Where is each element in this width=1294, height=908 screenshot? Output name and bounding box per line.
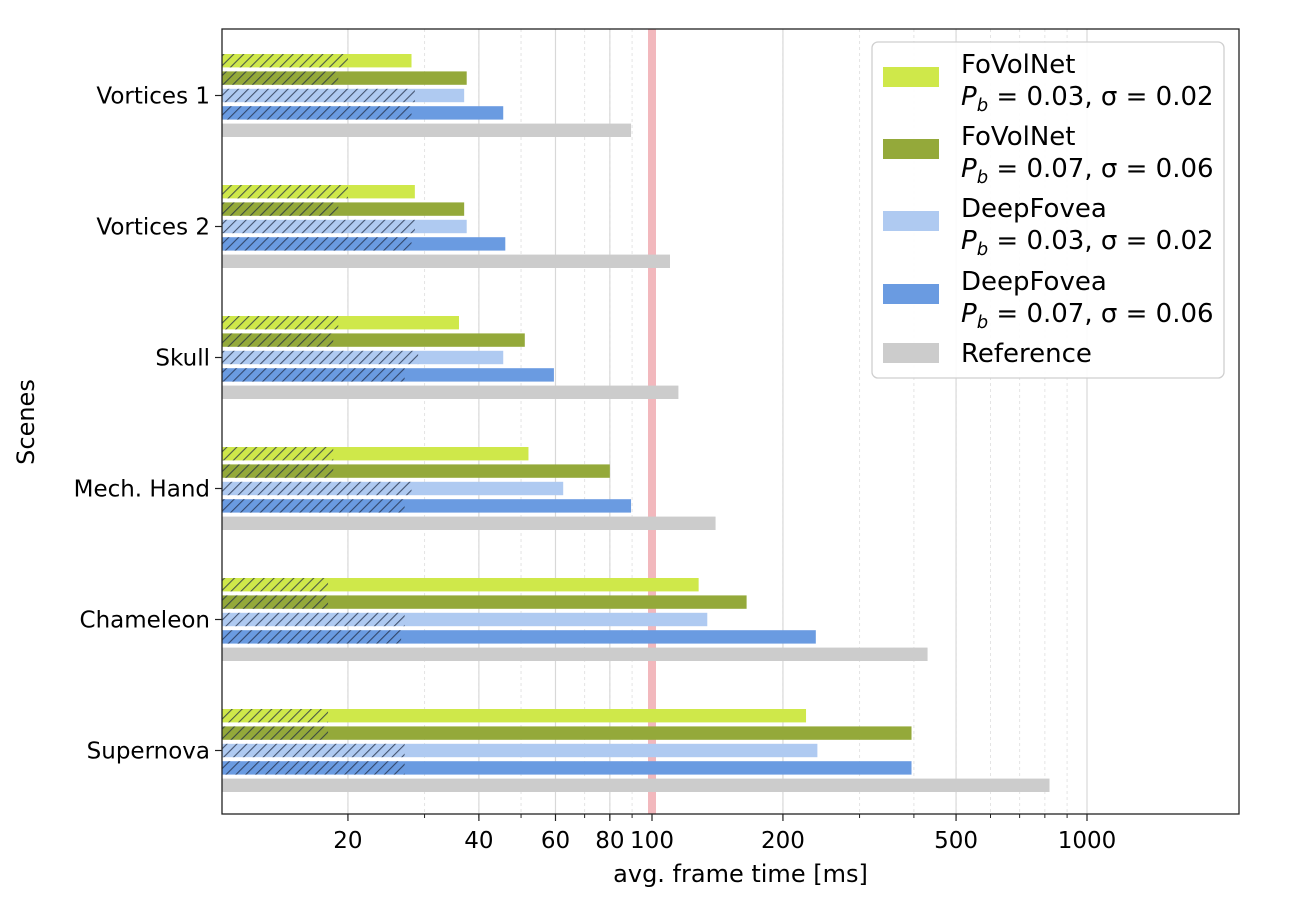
y-axis-label: Scenes xyxy=(12,379,40,465)
bar-vortices-1-series-4 xyxy=(222,123,632,137)
x-tick-label: 20 xyxy=(333,828,362,854)
legend-swatch xyxy=(883,67,939,87)
hatched-segment xyxy=(222,743,405,758)
y-category-label: Mech. Hand xyxy=(74,477,210,503)
y-category-label: Skull xyxy=(155,346,210,372)
axes: 20 40 60 80 100 200 500 1000 Vortices 1 Vortices … xyxy=(12,28,1240,888)
hatched-segment xyxy=(222,447,334,461)
hatched-segment xyxy=(222,612,405,627)
hatched-segment xyxy=(222,219,415,234)
hatched-segment xyxy=(222,350,419,365)
legend-swatch xyxy=(883,211,939,231)
plot-frame xyxy=(221,28,1240,815)
bar-chameleon-series-4 xyxy=(222,647,928,661)
hatched-segment xyxy=(222,71,339,85)
legend-box xyxy=(871,41,1225,379)
hatched-segment xyxy=(222,54,348,68)
x-tick-label: 1000 xyxy=(1058,828,1117,854)
hatched-segment xyxy=(222,316,339,330)
hatched-segment xyxy=(222,595,329,609)
legend-swatch xyxy=(883,343,939,363)
bar-mech-hand-series-4 xyxy=(222,516,716,530)
hatched-segment xyxy=(222,481,412,496)
legend-params: Pb = 0.03, σ = 0.02 xyxy=(961,82,1214,116)
bar-chameleon-series-1 xyxy=(222,595,747,609)
bar-skull-series-4 xyxy=(222,385,679,399)
y-category-label: Vortices 2 xyxy=(96,215,210,241)
x-tick-label: 200 xyxy=(761,828,805,854)
x-axis-label: avg. frame time [ms] xyxy=(613,860,868,888)
x-tick-label: 40 xyxy=(464,828,493,854)
hatched-segment xyxy=(222,464,334,478)
legend-swatch xyxy=(883,139,939,159)
legend-label: FoVolNet xyxy=(961,122,1075,152)
y-category-label: Chameleon xyxy=(80,608,210,634)
bar-supernova-series-4 xyxy=(222,778,1050,792)
hatched-segment xyxy=(222,333,334,347)
legend-params: Pb = 0.07, σ = 0.06 xyxy=(961,299,1214,333)
hatched-segment xyxy=(222,578,329,592)
hatched-segment xyxy=(222,88,415,103)
legend-label: FoVolNet xyxy=(961,50,1075,80)
y-category-label: Supernova xyxy=(87,739,210,765)
hatched-segment xyxy=(222,726,329,740)
hatched-segment xyxy=(222,106,412,120)
hatched-segment xyxy=(222,709,329,723)
legend-swatch xyxy=(883,284,939,304)
legend-label: DeepFovea xyxy=(961,194,1107,224)
hatched-segment xyxy=(222,761,405,775)
hatched-segment xyxy=(222,368,405,382)
bar-supernova-series-0 xyxy=(222,709,807,723)
hatched-segment xyxy=(222,185,348,199)
legend-params: Pb = 0.07, σ = 0.06 xyxy=(961,154,1214,188)
y-category-label: Vortices 1 xyxy=(96,84,210,110)
x-tick-label: 500 xyxy=(934,828,978,854)
x-tick-label: 100 xyxy=(630,828,674,854)
hatched-segment xyxy=(222,630,402,644)
legend-label: DeepFovea xyxy=(961,267,1107,297)
hatched-segment xyxy=(222,237,412,251)
hatched-segment xyxy=(222,499,405,513)
bars xyxy=(222,54,1050,792)
x-tick-label: 80 xyxy=(595,828,624,854)
bar-supernova-series-1 xyxy=(222,726,912,740)
bar-vortices-2-series-4 xyxy=(222,254,671,268)
x-tick-label: 60 xyxy=(541,828,570,854)
legend-label: Reference xyxy=(961,339,1092,369)
hatched-segment xyxy=(222,202,339,216)
legend-params: Pb = 0.03, σ = 0.02 xyxy=(961,226,1214,260)
bar-chameleon-series-0 xyxy=(222,578,699,592)
